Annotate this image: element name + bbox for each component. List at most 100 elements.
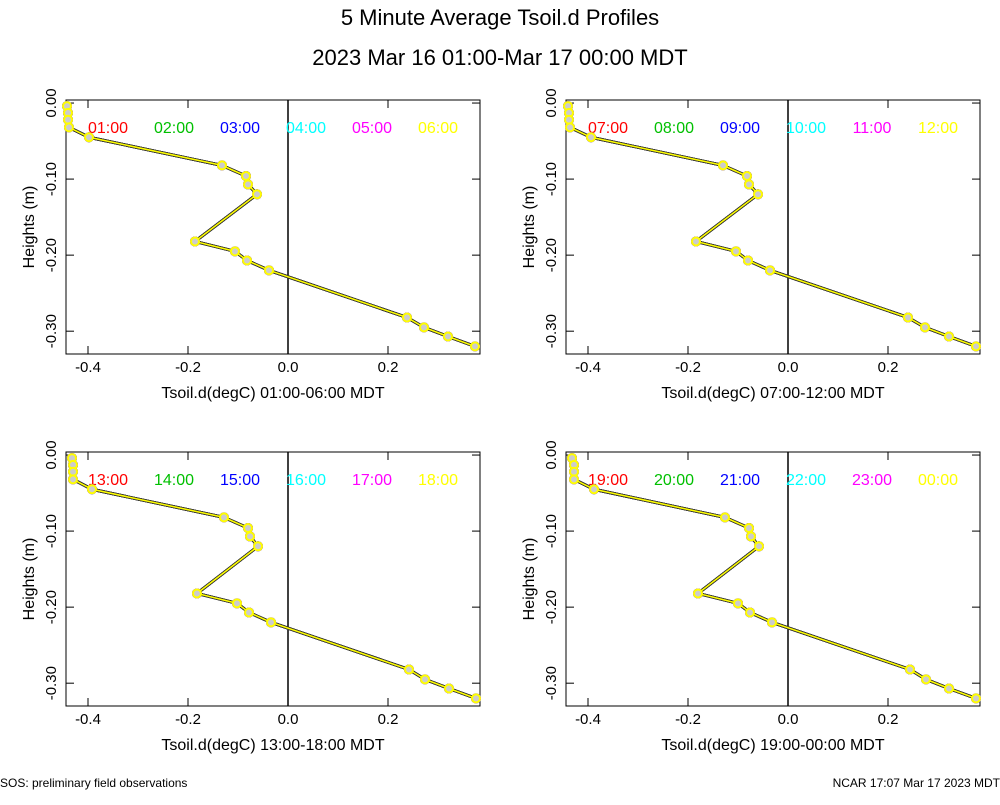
profile-marker	[744, 523, 754, 534]
profile-marker	[230, 246, 240, 257]
profile-line	[66, 105, 476, 348]
y-tick-label: -0.10	[43, 514, 60, 548]
y-tick-label: -0.30	[43, 666, 60, 700]
profile-marker	[742, 171, 752, 182]
profile-line-outline	[70, 457, 477, 700]
y-tick-label: 0.00	[43, 440, 60, 469]
profile-marker	[243, 523, 253, 534]
profile-line-outline	[570, 457, 977, 700]
panel: -0.4 -0.2 0.0 0.2 0.00 -0.10 -0.20 -0.30 Tsoil.d…	[521, 440, 981, 754]
profile-line	[571, 457, 977, 700]
profile-marker	[470, 341, 480, 352]
x-tick-label: 0.0	[278, 359, 299, 376]
profile-line	[71, 457, 477, 700]
profile-line	[66, 105, 476, 348]
profile-line	[66, 105, 476, 348]
legend-label: 12:00	[918, 120, 958, 137]
profile-marker	[565, 122, 575, 133]
legend-label: 15:00	[220, 472, 260, 489]
profile-marker	[754, 541, 764, 552]
profile-line	[71, 457, 477, 700]
profile-line	[66, 105, 476, 348]
profile-marker	[419, 322, 429, 333]
legend-label: 21:00	[720, 472, 760, 489]
x-tick-label: -0.4	[575, 359, 601, 376]
profile-line	[571, 457, 977, 700]
footer-left: SOS: preliminary field observations	[0, 776, 187, 790]
profile-marker	[443, 331, 453, 342]
y-tick-label: -0.10	[43, 162, 60, 196]
legend-label: 19:00	[588, 472, 628, 489]
legend-label: 05:00	[352, 120, 392, 137]
profile-line-outline	[70, 457, 477, 700]
profile-marker	[944, 683, 954, 694]
profile-marker	[905, 664, 915, 675]
profile-marker	[241, 171, 251, 182]
y-tick-label: -0.20	[43, 590, 60, 624]
profile-marker	[84, 132, 94, 143]
y-tick-label: -0.20	[43, 238, 60, 272]
profile-marker	[217, 160, 227, 171]
profile-marker	[744, 179, 754, 190]
x-tick-label: 0.0	[778, 711, 799, 728]
profile-line	[66, 105, 476, 348]
profile-marker	[745, 607, 755, 618]
profile-line	[571, 457, 977, 700]
profile-line-outline	[65, 105, 476, 348]
legend-label: 07:00	[588, 120, 628, 137]
profile-marker	[691, 236, 701, 247]
y-tick-label: -0.30	[43, 314, 60, 348]
profile-marker	[190, 236, 200, 247]
profile-marker	[404, 664, 414, 675]
profile-marker	[471, 693, 481, 704]
profile-marker	[718, 160, 728, 171]
x-tick-label: 0.2	[378, 359, 399, 376]
profile-line	[567, 105, 977, 348]
x-tick-label: -0.4	[75, 711, 101, 728]
legend-label: 18:00	[418, 472, 458, 489]
profile-line	[567, 105, 977, 348]
y-tick-label: -0.30	[543, 314, 560, 348]
profile-line-outline	[570, 457, 977, 700]
panel: -0.4 -0.2 0.0 0.2 0.00 -0.10 -0.20 -0.30 Tsoil.d…	[21, 440, 481, 754]
legend-label: 04:00	[286, 120, 326, 137]
profile-marker	[765, 265, 775, 276]
profile-marker	[68, 474, 78, 485]
y-tick-label: 0.00	[43, 88, 60, 117]
profile-line-outline	[70, 457, 477, 700]
profile-marker	[219, 512, 229, 523]
profile-line-outline	[65, 105, 476, 348]
legend-label: 11:00	[853, 120, 892, 137]
profile-marker	[444, 683, 454, 694]
y-tick-label: -0.20	[543, 590, 560, 624]
x-tick-label: 0.0	[278, 711, 299, 728]
plot-frame	[65, 99, 481, 355]
y-axis-label: Heights (m)	[21, 186, 38, 269]
profile-line-outline	[65, 105, 476, 348]
profile-line	[567, 105, 977, 348]
legend-label: 02:00	[154, 120, 194, 137]
profile-marker	[586, 132, 596, 143]
profile-line	[567, 105, 977, 348]
x-tick-label: 0.0	[778, 359, 799, 376]
footer-right: NCAR 17:07 Mar 17 2023 MDT	[833, 776, 1000, 790]
profile-line-outline	[566, 105, 977, 348]
profile-line	[567, 105, 977, 348]
profile-marker	[733, 598, 743, 609]
profile-line-outline	[566, 105, 977, 348]
profile-marker	[746, 531, 756, 542]
profile-marker	[264, 265, 274, 276]
profile-marker	[753, 189, 763, 200]
profile-marker	[920, 322, 930, 333]
profile-line-outline	[70, 457, 477, 700]
legend-label: 23:00	[852, 472, 892, 489]
x-tick-label: 0.2	[378, 711, 399, 728]
legend-label: 17:00	[352, 472, 392, 489]
profile-line	[71, 457, 477, 700]
profile-marker	[402, 312, 412, 323]
profile-line-outline	[65, 105, 476, 348]
profile-marker	[245, 531, 255, 542]
profile-marker	[743, 255, 753, 266]
profile-marker	[903, 312, 913, 323]
legend-label: 00:00	[918, 472, 958, 489]
